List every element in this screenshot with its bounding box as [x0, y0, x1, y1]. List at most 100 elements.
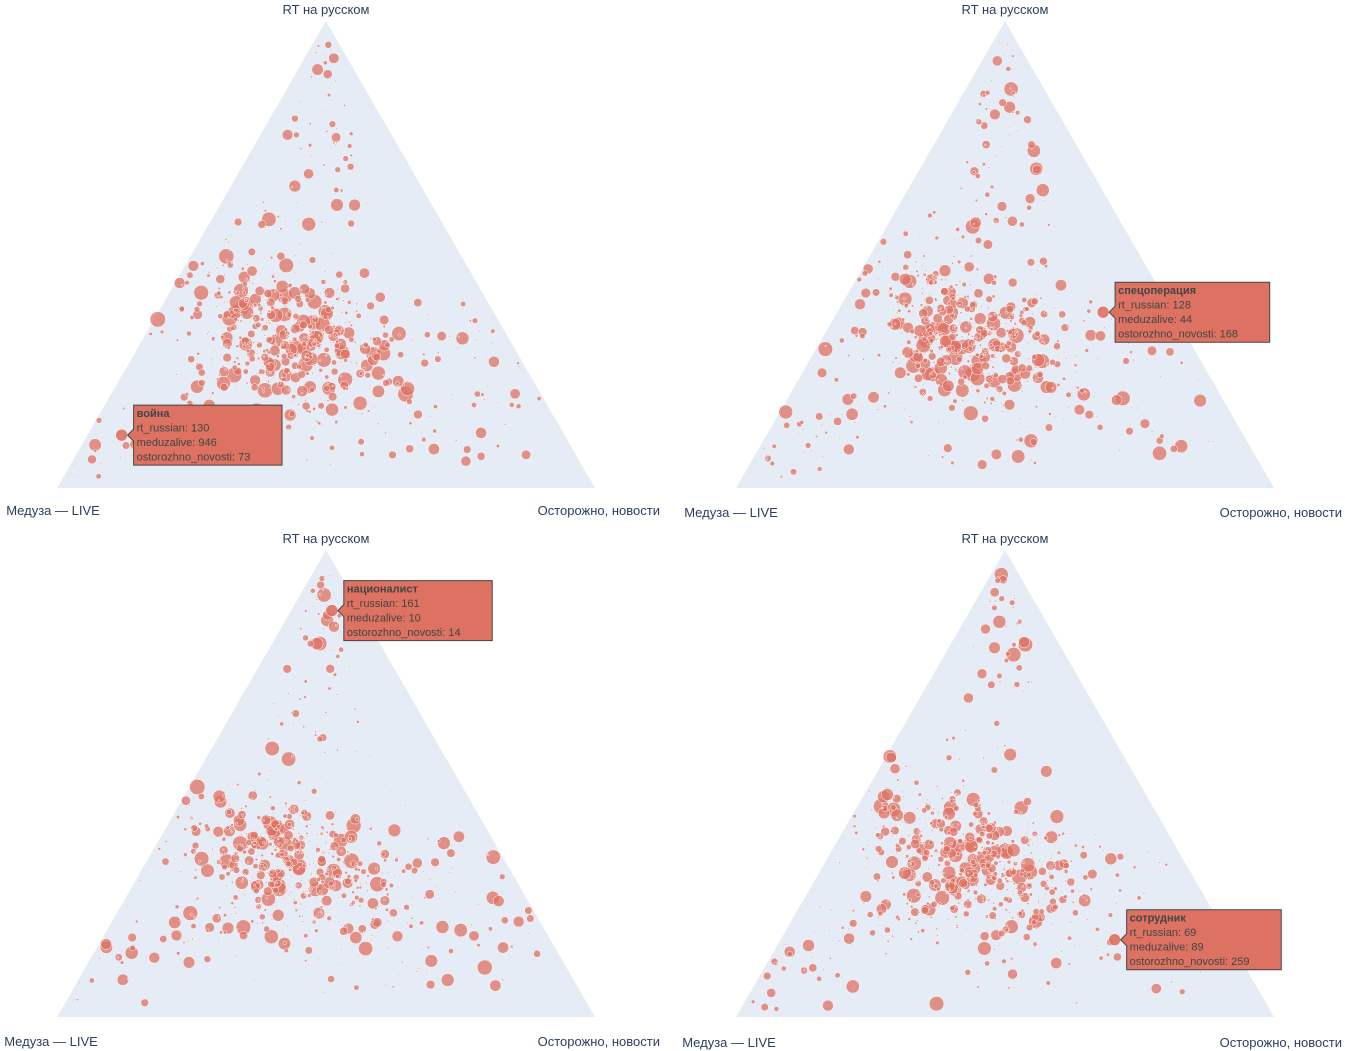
- marker[interactable]: [1021, 390, 1024, 393]
- marker[interactable]: [779, 475, 783, 479]
- marker[interactable]: [935, 927, 938, 931]
- marker[interactable]: [232, 290, 236, 294]
- marker[interactable]: [917, 828, 921, 831]
- marker[interactable]: [210, 391, 215, 395]
- marker[interactable]: [221, 264, 225, 267]
- marker[interactable]: [272, 702, 275, 705]
- marker[interactable]: [944, 815, 949, 820]
- marker[interactable]: [961, 281, 967, 288]
- marker[interactable]: [936, 378, 939, 381]
- marker[interactable]: [924, 817, 927, 820]
- marker[interactable]: [355, 720, 360, 724]
- marker[interactable]: [269, 386, 273, 390]
- marker[interactable]: [928, 879, 935, 886]
- marker[interactable]: [1049, 857, 1052, 860]
- marker[interactable]: [945, 737, 949, 742]
- marker[interactable]: [1032, 461, 1037, 465]
- marker[interactable]: [962, 832, 965, 836]
- marker[interactable]: [342, 365, 345, 368]
- marker[interactable]: [218, 248, 235, 265]
- marker[interactable]: [959, 899, 963, 902]
- marker[interactable]: [261, 287, 265, 290]
- marker[interactable]: [996, 575, 1000, 580]
- marker[interactable]: [521, 449, 532, 460]
- marker[interactable]: [1025, 877, 1028, 880]
- marker[interactable]: [856, 276, 862, 283]
- marker[interactable]: [401, 383, 405, 387]
- marker[interactable]: [1003, 658, 1009, 664]
- marker[interactable]: [947, 301, 952, 306]
- marker[interactable]: [930, 916, 933, 919]
- marker[interactable]: [279, 293, 283, 298]
- marker[interactable]: [230, 901, 235, 906]
- marker[interactable]: [323, 346, 330, 353]
- marker[interactable]: [406, 398, 413, 405]
- marker[interactable]: [265, 321, 268, 324]
- marker[interactable]: [956, 304, 959, 308]
- marker[interactable]: [319, 905, 324, 909]
- marker[interactable]: [876, 353, 882, 358]
- marker[interactable]: [1007, 126, 1010, 129]
- marker[interactable]: [1007, 316, 1011, 320]
- marker[interactable]: [300, 295, 303, 298]
- marker[interactable]: [256, 341, 260, 344]
- marker[interactable]: [1014, 350, 1022, 358]
- marker[interactable]: [509, 402, 515, 408]
- marker[interactable]: [988, 384, 992, 388]
- marker[interactable]: [256, 922, 259, 925]
- marker[interactable]: [317, 957, 320, 960]
- marker[interactable]: [343, 358, 348, 363]
- marker[interactable]: [248, 355, 256, 363]
- marker[interactable]: [903, 250, 913, 260]
- marker[interactable]: [309, 891, 312, 894]
- marker[interactable]: [974, 198, 978, 202]
- marker[interactable]: [1057, 355, 1060, 358]
- marker[interactable]: [956, 370, 959, 373]
- marker[interactable]: [251, 305, 255, 309]
- marker[interactable]: [322, 287, 325, 290]
- marker[interactable]: [979, 830, 986, 838]
- marker[interactable]: [191, 841, 200, 850]
- marker[interactable]: [322, 53, 325, 56]
- marker[interactable]: [904, 765, 908, 768]
- marker[interactable]: [1093, 395, 1096, 398]
- marker[interactable]: [968, 821, 975, 828]
- marker[interactable]: [1026, 902, 1030, 906]
- marker[interactable]: [483, 398, 486, 401]
- marker[interactable]: [454, 439, 458, 442]
- marker[interactable]: [1005, 625, 1008, 628]
- marker[interactable]: [380, 881, 387, 888]
- marker[interactable]: [234, 859, 238, 863]
- marker[interactable]: [290, 353, 293, 357]
- marker[interactable]: [193, 851, 210, 867]
- marker[interactable]: [526, 932, 530, 935]
- marker[interactable]: [890, 325, 894, 328]
- marker[interactable]: [452, 830, 465, 843]
- marker[interactable]: [222, 848, 225, 851]
- marker[interactable]: [308, 887, 311, 890]
- marker[interactable]: [951, 824, 954, 827]
- marker[interactable]: [942, 872, 945, 875]
- marker[interactable]: [290, 340, 294, 343]
- marker[interactable]: [923, 298, 926, 301]
- marker[interactable]: [1022, 861, 1025, 864]
- marker[interactable]: [1135, 406, 1139, 410]
- marker[interactable]: [1018, 352, 1021, 355]
- marker[interactable]: [292, 723, 295, 726]
- marker[interactable]: [821, 454, 825, 458]
- marker[interactable]: [340, 963, 343, 966]
- marker[interactable]: [909, 937, 913, 941]
- marker[interactable]: [760, 1003, 769, 1012]
- marker[interactable]: [404, 862, 413, 871]
- marker[interactable]: [148, 951, 161, 964]
- marker[interactable]: [1048, 888, 1056, 896]
- marker[interactable]: [474, 339, 478, 342]
- marker[interactable]: [876, 879, 880, 883]
- marker[interactable]: [288, 179, 302, 193]
- marker[interactable]: [943, 443, 953, 453]
- marker[interactable]: [285, 805, 288, 808]
- marker[interactable]: [336, 613, 342, 619]
- marker[interactable]: [874, 826, 877, 829]
- marker[interactable]: [360, 412, 364, 415]
- marker[interactable]: [969, 364, 972, 367]
